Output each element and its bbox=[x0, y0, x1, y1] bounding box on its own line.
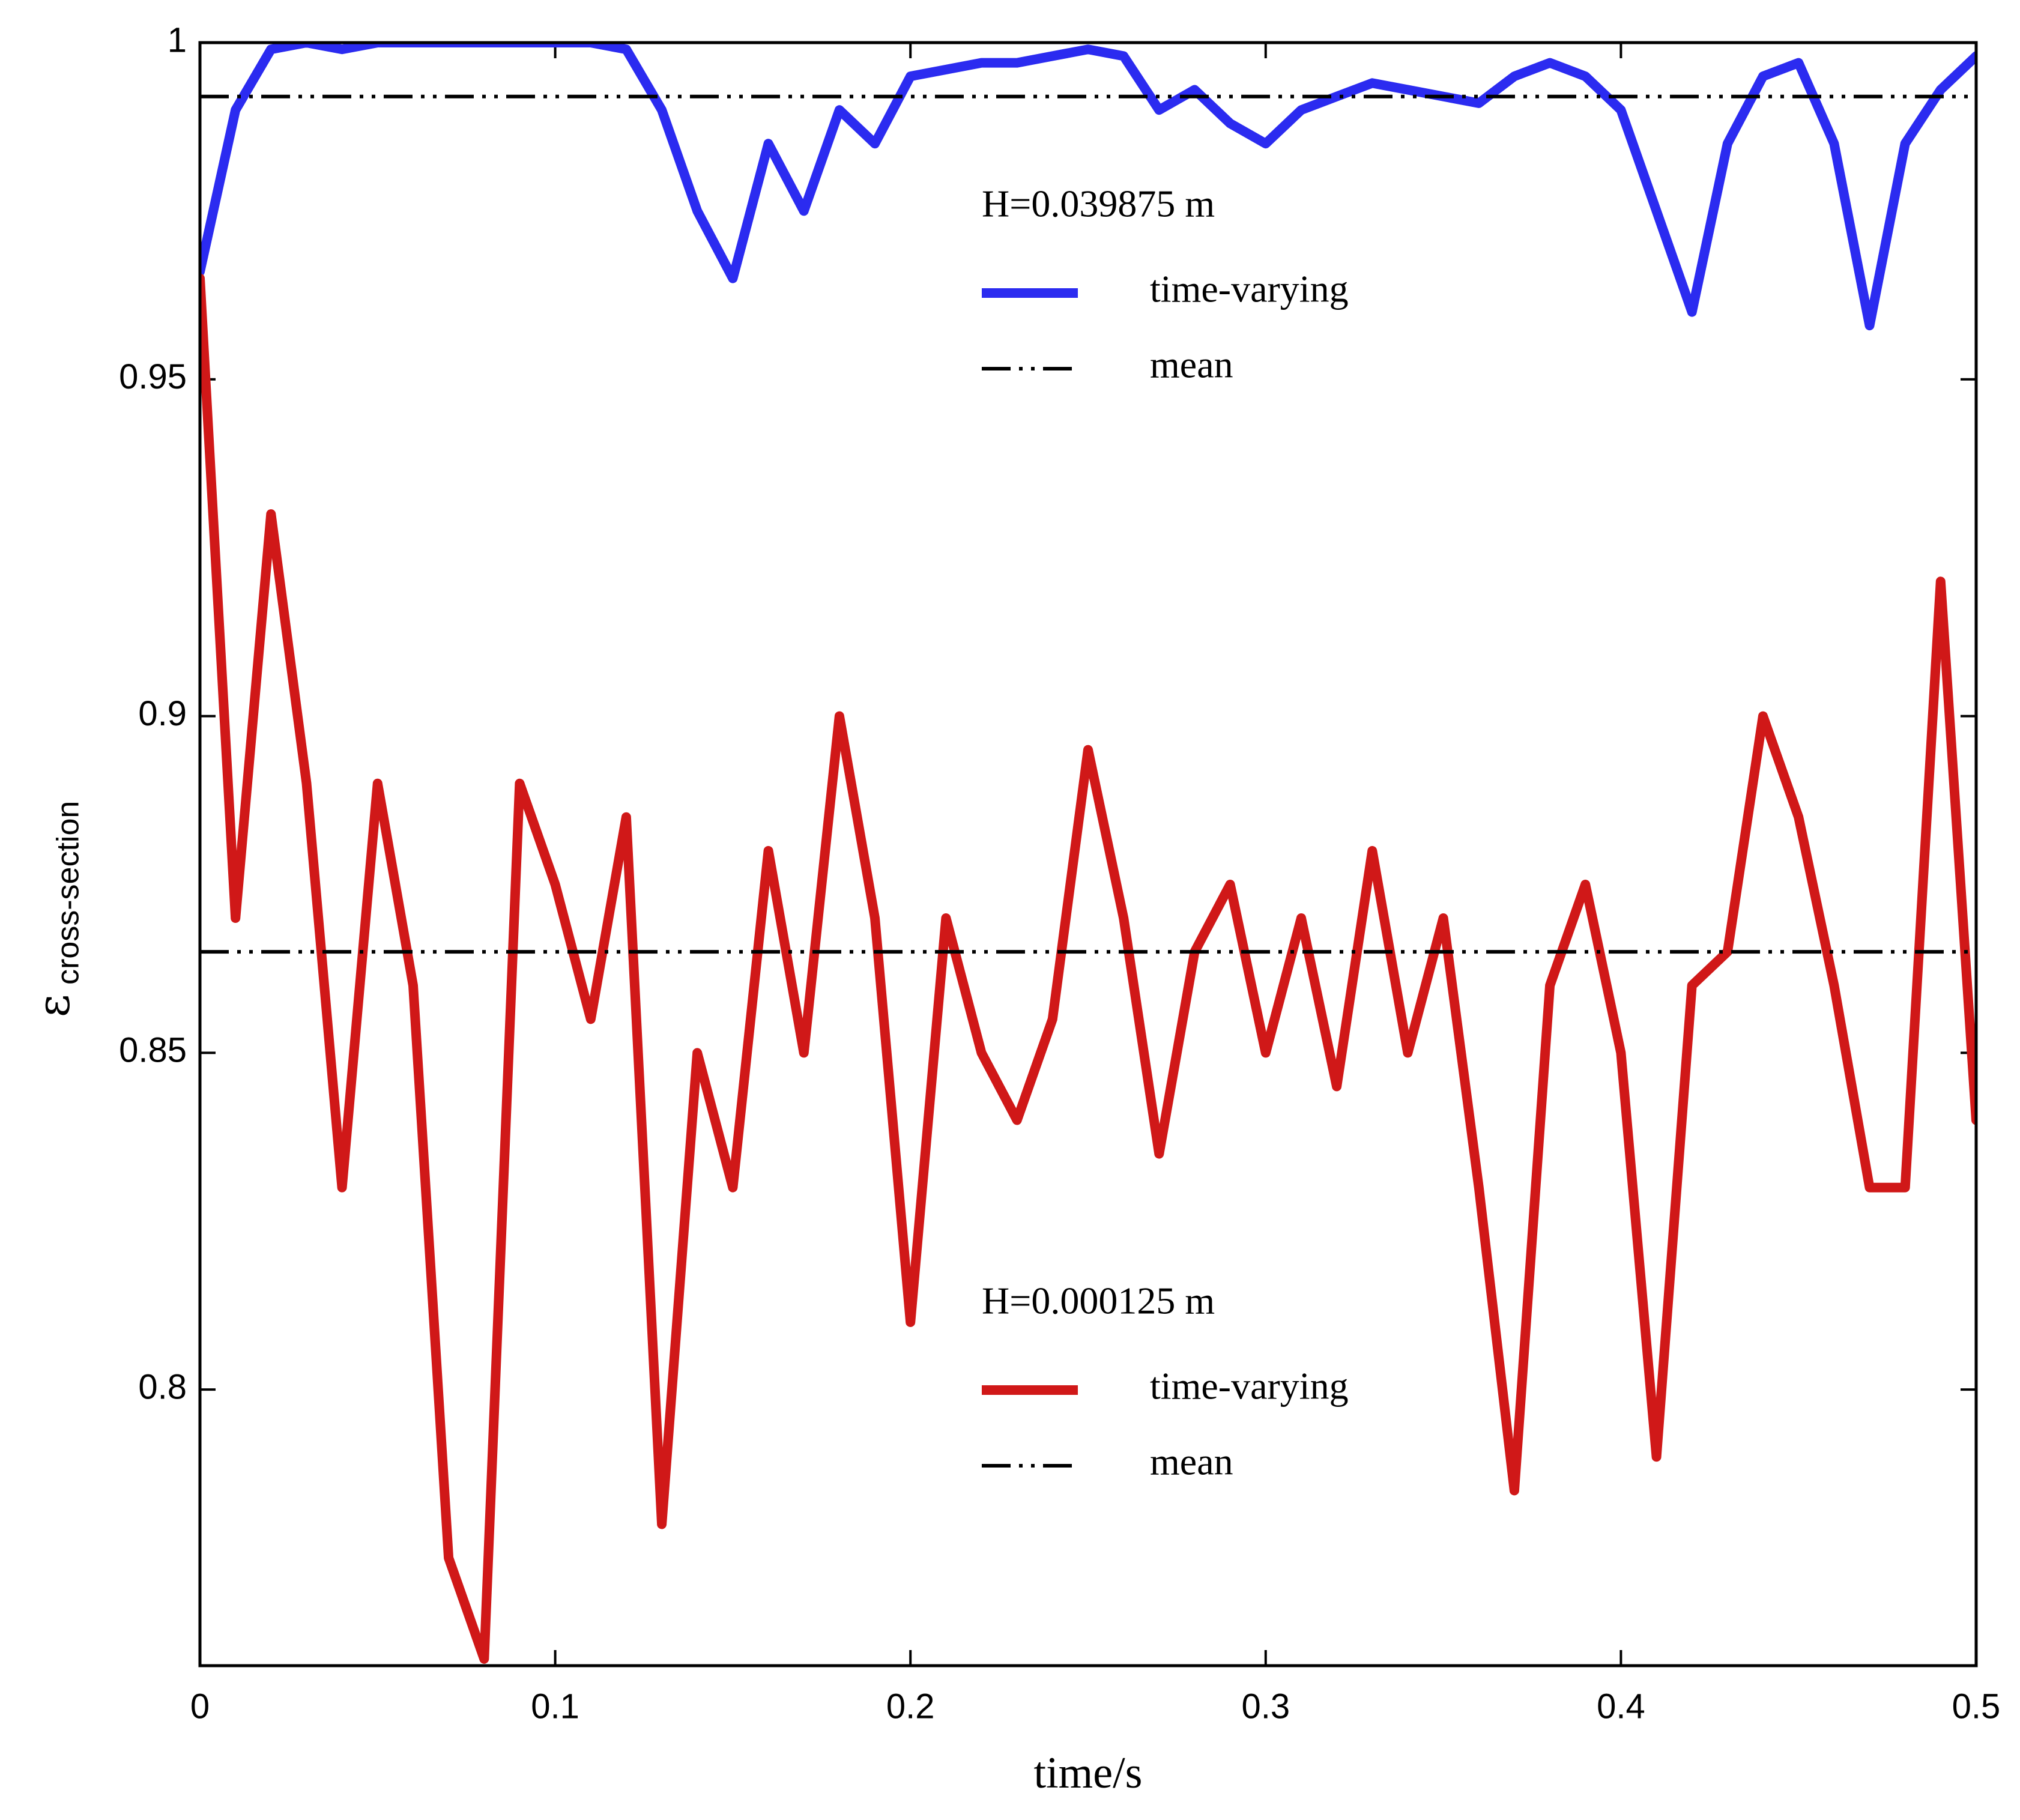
y-axis-symbol: ε bbox=[28, 994, 79, 1017]
y-tick-label: 0.85 bbox=[119, 1031, 187, 1070]
plot-frame bbox=[198, 41, 1978, 1667]
legend-title: H=0.039875 m bbox=[982, 183, 1215, 225]
x-tick-label: 0.2 bbox=[886, 1687, 935, 1726]
x-tick-label: 0 bbox=[190, 1687, 210, 1726]
legend-label: time-varying bbox=[1150, 268, 1349, 310]
series-line bbox=[200, 43, 1976, 331]
legend-title: H=0.000125 m bbox=[982, 1280, 1215, 1322]
series-line bbox=[200, 273, 1976, 1664]
y-tick-label: 0.9 bbox=[138, 694, 187, 733]
legend-label: time-varying bbox=[1150, 1365, 1349, 1407]
y-axis-label: ε cross-section bbox=[28, 801, 85, 1017]
legend-label: mean bbox=[1150, 343, 1233, 386]
x-tick-label: 0.1 bbox=[531, 1687, 579, 1726]
x-tick-label: 0.5 bbox=[1952, 1687, 2001, 1726]
legend-label: mean bbox=[1150, 1441, 1233, 1483]
y-axis-subscript: cross-section bbox=[51, 801, 86, 985]
y-tick-label: 1 bbox=[168, 20, 187, 59]
plot-area bbox=[200, 43, 1976, 1664]
x-tick-label: 0.4 bbox=[1597, 1687, 1645, 1726]
x-tick-label: 0.3 bbox=[1241, 1687, 1290, 1726]
y-tick-label: 0.8 bbox=[138, 1367, 187, 1406]
y-tick-label: 0.95 bbox=[119, 357, 187, 396]
x-axis-label: time/s bbox=[1034, 1749, 1143, 1798]
